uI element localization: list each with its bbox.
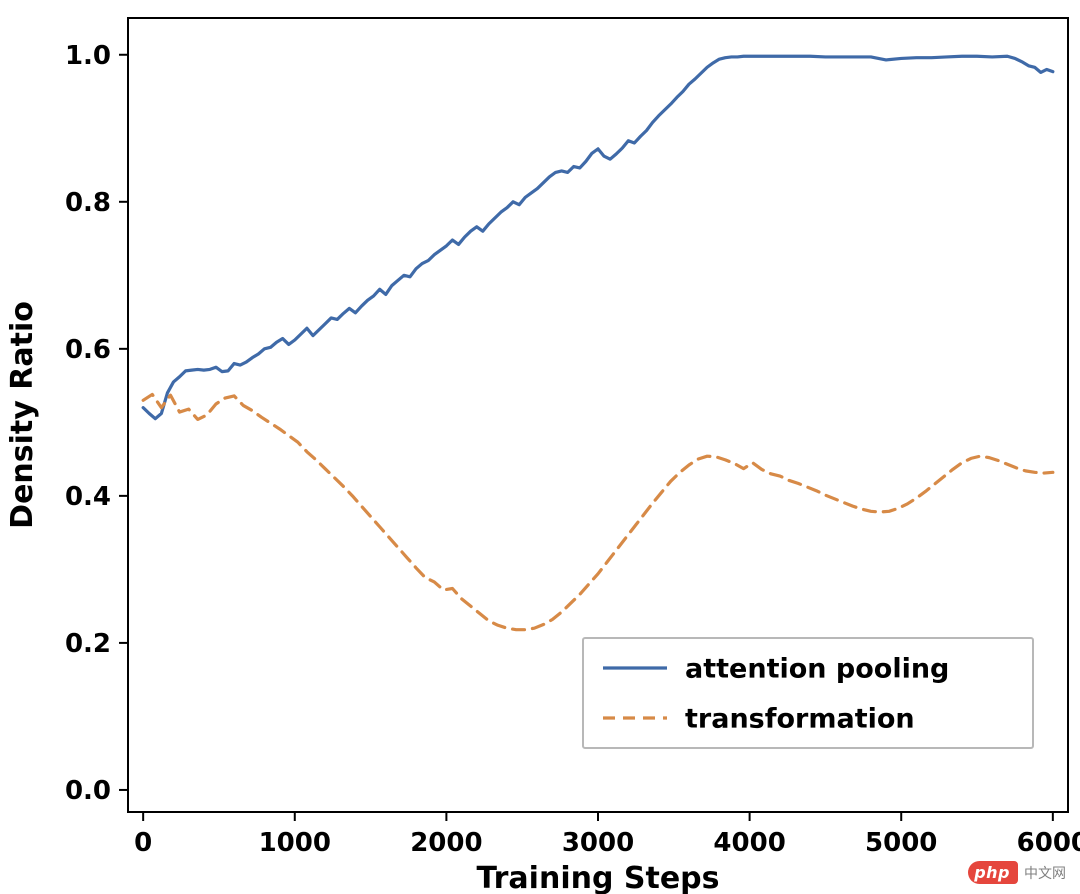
chart-bg bbox=[0, 0, 1080, 894]
x-tick-label: 3000 bbox=[562, 828, 634, 858]
watermark-text: 中文网 bbox=[1024, 863, 1066, 883]
y-tick-label: 0.0 bbox=[65, 776, 111, 806]
x-axis-label: Training Steps bbox=[476, 861, 719, 894]
y-tick-label: 0.6 bbox=[65, 335, 111, 365]
y-tick-label: 0.4 bbox=[65, 482, 111, 512]
x-tick-label: 4000 bbox=[713, 828, 785, 858]
legend-label-1: transformation bbox=[685, 703, 915, 734]
x-tick-label: 6000 bbox=[1017, 828, 1080, 858]
legend: attention pooling transformation bbox=[583, 638, 1033, 748]
chart-svg: 0 1000 2000 3000 4000 5000 6000 0.0 0.2 0.4 0.6 0.8… bbox=[0, 0, 1080, 894]
legend-label-0: attention pooling bbox=[685, 653, 949, 684]
x-tick-label: 1000 bbox=[259, 828, 331, 858]
watermark-logo: php bbox=[968, 861, 1018, 884]
density-ratio-chart: 0 1000 2000 3000 4000 5000 6000 0.0 0.2 0.4 0.6 0.8… bbox=[0, 0, 1080, 894]
y-tick-label: 0.2 bbox=[65, 629, 111, 659]
watermark: php 中文网 bbox=[968, 861, 1066, 884]
y-tick-label: 1.0 bbox=[65, 41, 111, 71]
x-tick-label: 2000 bbox=[410, 828, 482, 858]
x-tick-label: 0 bbox=[134, 828, 152, 858]
y-axis-label: Density Ratio bbox=[5, 301, 40, 529]
y-tick-label: 0.8 bbox=[65, 188, 111, 218]
x-tick-label: 5000 bbox=[865, 828, 937, 858]
